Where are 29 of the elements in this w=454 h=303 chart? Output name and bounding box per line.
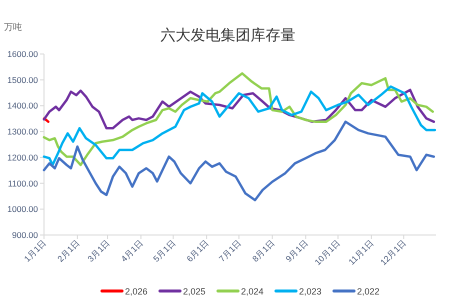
- y-tick-label: 1600.00: [7, 49, 38, 59]
- x-tick-label: 9月1日: [284, 237, 310, 264]
- x-tick-label: 3月1日: [85, 237, 112, 264]
- x-tick-label: 5月1日: [151, 237, 178, 264]
- y-axis-title: 万吨: [4, 22, 22, 32]
- x-tick-label: 8月1日: [250, 237, 277, 264]
- y-tick-label: 1300.00: [7, 126, 38, 137]
- x-tick-label: 12月1日: [378, 237, 408, 268]
- legend-label: 2,025: [183, 286, 206, 296]
- y-tick-label: 1000.00: [7, 204, 38, 214]
- y-tick-label: 1400.00: [7, 100, 38, 111]
- chart-title: 六大发电集团库存量: [160, 27, 296, 44]
- legend-label: 2,024: [241, 286, 264, 296]
- x-tick-label: 4月1日: [118, 237, 146, 264]
- y-tick-label: 1500.00: [7, 74, 38, 85]
- line-series: [42, 120, 436, 202]
- y-tick-label: 1200.00: [7, 152, 38, 162]
- x-tick-label: 11月1日: [346, 237, 376, 267]
- legend-label: 2,026: [125, 286, 148, 296]
- x-tick-label: 6月1日: [184, 237, 212, 264]
- x-tick-label: 10月1日: [312, 237, 342, 268]
- y-tick-label: 1100.00: [8, 178, 38, 188]
- legend-label: 2,022: [357, 286, 380, 296]
- x-tick-label: 2月1日: [55, 237, 82, 264]
- line-series: [42, 88, 436, 130]
- y-tick-label: 900.00: [12, 230, 38, 240]
- legend-label: 2,023: [299, 286, 322, 296]
- x-tick-label: 7月1日: [216, 237, 244, 264]
- x-tick-label: 1月1日: [22, 237, 48, 264]
